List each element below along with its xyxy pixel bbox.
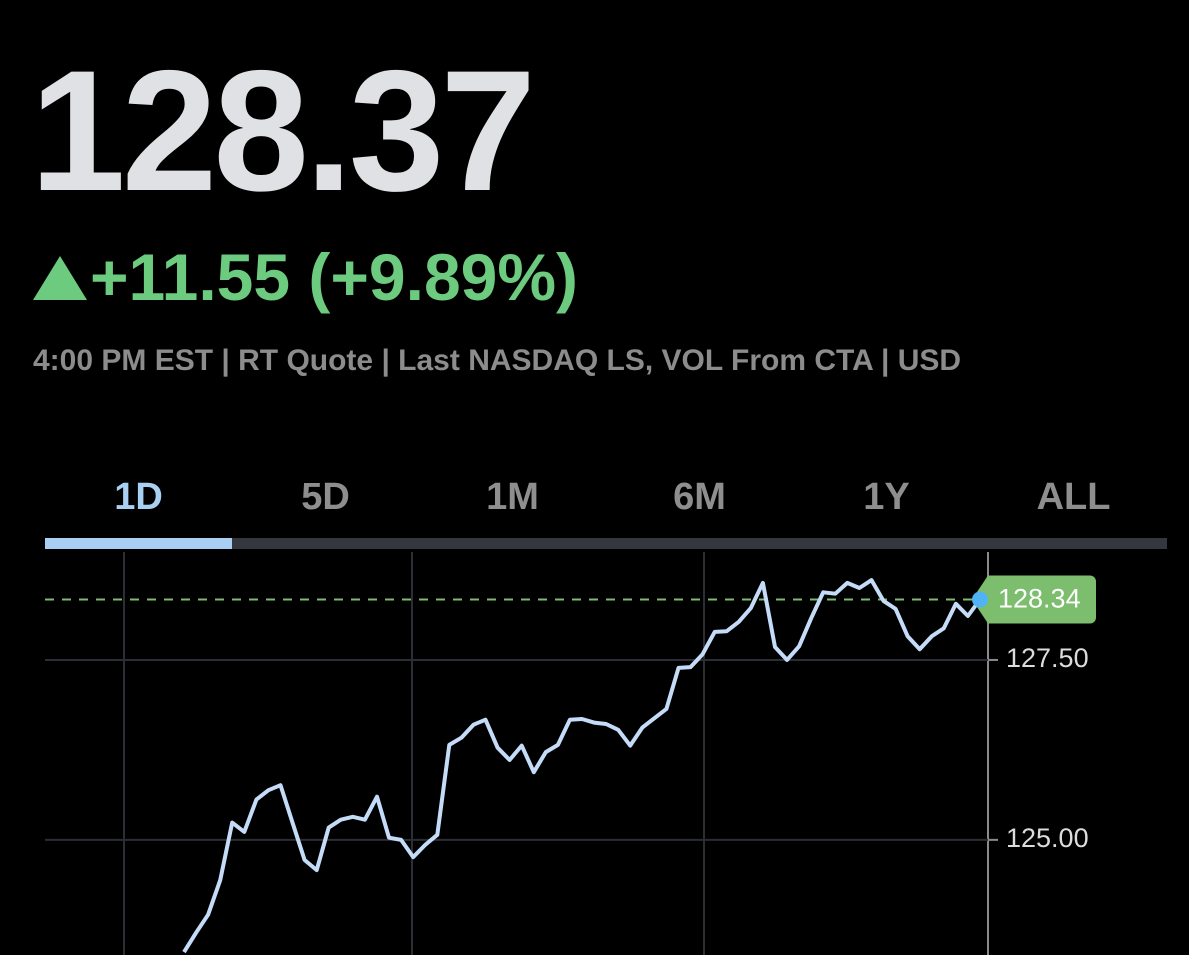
chart: 125.00 127.50 128.34	[45, 552, 1096, 955]
tab[interactable]: 5D	[301, 476, 350, 518]
tab-indicator	[45, 538, 232, 549]
price: 128.37	[30, 35, 532, 227]
price-tag	[972, 575, 1096, 624]
tab[interactable]: 1Y	[863, 476, 909, 518]
y-tick-label: 127.50	[1006, 643, 1089, 673]
up-arrow	[33, 256, 87, 300]
quote-info: 4:00 PM EST | RT Quote | Last NASDAQ LS,…	[33, 344, 961, 377]
price-tag-label: 128.34	[998, 584, 1081, 614]
change: +11.55 (+9.89%)	[90, 240, 578, 314]
tab[interactable]: ALL	[1037, 476, 1111, 518]
price-line	[182, 578, 982, 954]
last-point	[972, 591, 988, 608]
tab[interactable]: 6M	[673, 476, 726, 518]
tab[interactable]: 1D	[114, 476, 163, 518]
tab-track	[45, 538, 1167, 549]
tab[interactable]: 1M	[486, 476, 539, 518]
y-tick-label: 125.00	[1006, 823, 1089, 853]
